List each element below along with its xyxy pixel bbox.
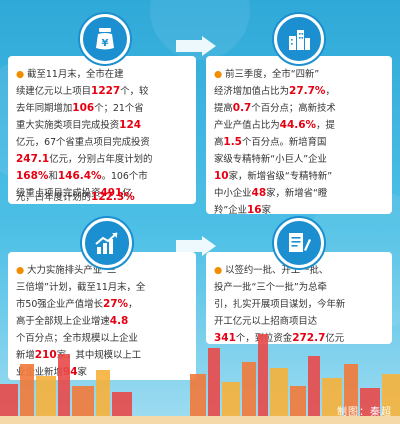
svg-text:¥: ¥: [102, 38, 109, 49]
card-text-line: 产业产值占比为44.6%，提: [214, 119, 335, 131]
money-bag-icon: ¥: [96, 28, 114, 50]
document-pen-badge: [274, 218, 324, 268]
card-text-line: 家级专精特新“小巨人”企业: [214, 154, 327, 165]
card-text-line: 元，占年度计划的122.3%: [16, 191, 135, 203]
arrow-decoration: [176, 236, 216, 256]
card-text-line: 续建亿元以上项目1227个，较: [16, 85, 149, 97]
card-text-line: 247.1亿元，分别占年度计划的: [16, 153, 153, 165]
money-bag-badge: ¥: [80, 14, 130, 64]
card-text-line: 三倍增”计划，截至11月末，全: [16, 282, 146, 293]
card-industry: ● 大力实施排头产业“三 三倍增”计划，截至11月末，全 市50强企业产值增长2…: [8, 252, 196, 380]
card-text-line: 个百分点；全市规模以上企业: [16, 333, 138, 344]
city-buildings-icon: [289, 30, 310, 50]
card-text-line: ● 大力实施排头产业“三: [16, 265, 117, 276]
card-text-line: ● 截至11月末，全市在建: [16, 69, 124, 80]
card-text-line: ● 前三季度，全市“四新”: [214, 69, 320, 80]
card-text-line: 去年同期增加106个；21个省: [16, 102, 144, 114]
card-text-line: 168%和146.4%。106个市: [16, 170, 148, 182]
card-text-line: 投产一批“三个一批”为总牵: [214, 282, 327, 293]
card-text-line: 市50强企业产值增长27%，: [16, 298, 138, 310]
card-text-line: 新增210家，其中规模以上工: [16, 349, 142, 361]
card-text-line: 经济增加值占比为27.7%，: [214, 85, 335, 97]
card-text-line: 引，扎实开展项目谋划，今年新: [214, 299, 346, 310]
growth-chart-badge: [82, 218, 132, 268]
card-text-line: 高1.5个百分点。新培育国: [214, 136, 327, 148]
city-skyline: [0, 334, 400, 424]
arrow-decoration: [176, 36, 216, 56]
city-buildings-badge: [274, 14, 324, 64]
card-investment: ● 截至11月末，全市在建 续建亿元以上项目1227个，较 去年同期增加106个…: [8, 56, 196, 204]
card-text-line: 羚”企业16家: [214, 204, 271, 216]
card-text-line: 亿元，67个省重点项目完成投资: [16, 137, 150, 148]
card-text-line: 开工亿元以上招商项目达: [214, 316, 318, 327]
card-text-line: 重大实施类项目完成投资124: [16, 119, 142, 131]
card-text-line: 提高0.7个百分点；高新技术: [214, 102, 336, 114]
credit-text: 制图：秦超: [337, 407, 392, 418]
card-text-line: 级重点项目完成投资491亿: [16, 187, 132, 199]
document-pen-icon: [289, 233, 311, 252]
card-text-line: 10家，新增省级“专精特新”: [214, 170, 333, 182]
growth-chart-icon: [95, 232, 118, 254]
card-text-line: 高于全部规上企业增速4.8: [16, 315, 129, 327]
card-text-line: ● 以签约一批、开工一批、: [214, 265, 329, 276]
card-new-economy: ● 前三季度，全市“四新” 经济增加值占比为27.7%， 提高0.7个百分点；高…: [206, 56, 392, 216]
card-projects: ● 以签约一批、开工一批、 投产一批“三个一批”为总牵 引，扎实开展项目谋划，今…: [206, 252, 392, 344]
card-text-line: 中小企业48家，新增省“瞪: [214, 187, 328, 199]
